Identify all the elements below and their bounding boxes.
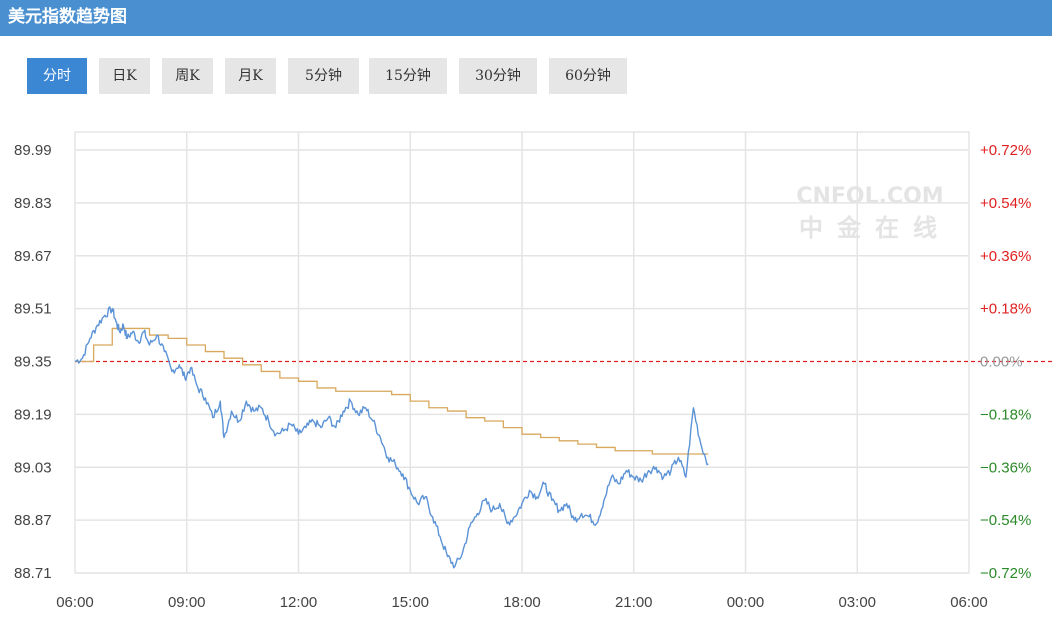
y-tick-label: 88.87: [14, 512, 52, 529]
average-line: [75, 327, 709, 455]
axis-labels: 06:00 09:00 12:00 15:00 18:00 21:00 00:00 03:00…: [14, 142, 1031, 611]
x-tick-label: 03:00: [838, 594, 876, 611]
pct-tick-label: −0.54%: [980, 512, 1031, 529]
watermark-line1: CNFOL.COM: [796, 184, 943, 209]
pct-tick-label: +0.36%: [980, 248, 1031, 265]
pct-tick-label: +0.54%: [980, 195, 1031, 212]
title-bar: 美元指数趋势图: [0, 0, 1052, 36]
y-tick-label: 89.35: [14, 354, 52, 371]
y-tick-label: 89.19: [14, 406, 52, 423]
pct-tick-label: −0.18%: [980, 406, 1031, 423]
price-line: [74, 306, 709, 569]
y-tick-label: 88.71: [14, 565, 52, 582]
pct-tick-label: −0.36%: [980, 459, 1031, 476]
pct-tick-label: 0.00%: [980, 354, 1023, 371]
pct-tick-label: +0.72%: [980, 142, 1031, 159]
tab-5min[interactable]: 5分钟: [288, 58, 359, 94]
tab-daily-k[interactable]: 日K: [99, 58, 150, 94]
y-tick-label: 89.99: [14, 142, 52, 159]
watermark: CNFOL.COM 中金在线: [796, 184, 951, 242]
watermark-line2: 中金在线: [799, 214, 951, 242]
y-tick-label: 89.03: [14, 459, 52, 476]
x-tick-label: 06:00: [56, 594, 94, 611]
tab-60min[interactable]: 60分钟: [549, 58, 627, 94]
x-tick-label: 09:00: [168, 594, 206, 611]
x-tick-label: 21:00: [615, 594, 653, 611]
chart-marks: [74, 306, 1052, 569]
chart-grid: [74, 131, 970, 574]
x-tick-label: 15:00: [391, 594, 429, 611]
tab-15min[interactable]: 15分钟: [369, 58, 447, 94]
tab-monthly-k[interactable]: 月K: [225, 58, 276, 94]
tab-30min[interactable]: 30分钟: [459, 58, 537, 94]
x-tick-label: 06:00: [950, 594, 988, 611]
tab-intraday[interactable]: 分时: [27, 58, 87, 94]
x-tick-label: 18:00: [503, 594, 541, 611]
y-tick-label: 89.83: [14, 195, 52, 212]
x-tick-label: 00:00: [727, 594, 765, 611]
tab-weekly-k[interactable]: 周K: [162, 58, 213, 94]
pct-tick-label: +0.18%: [980, 301, 1031, 318]
y-tick-label: 89.51: [14, 301, 52, 318]
pct-tick-label: −0.72%: [980, 565, 1031, 582]
y-tick-label: 89.67: [14, 248, 52, 265]
x-tick-label: 12:00: [280, 594, 318, 611]
page-title: 美元指数趋势图: [8, 7, 127, 27]
